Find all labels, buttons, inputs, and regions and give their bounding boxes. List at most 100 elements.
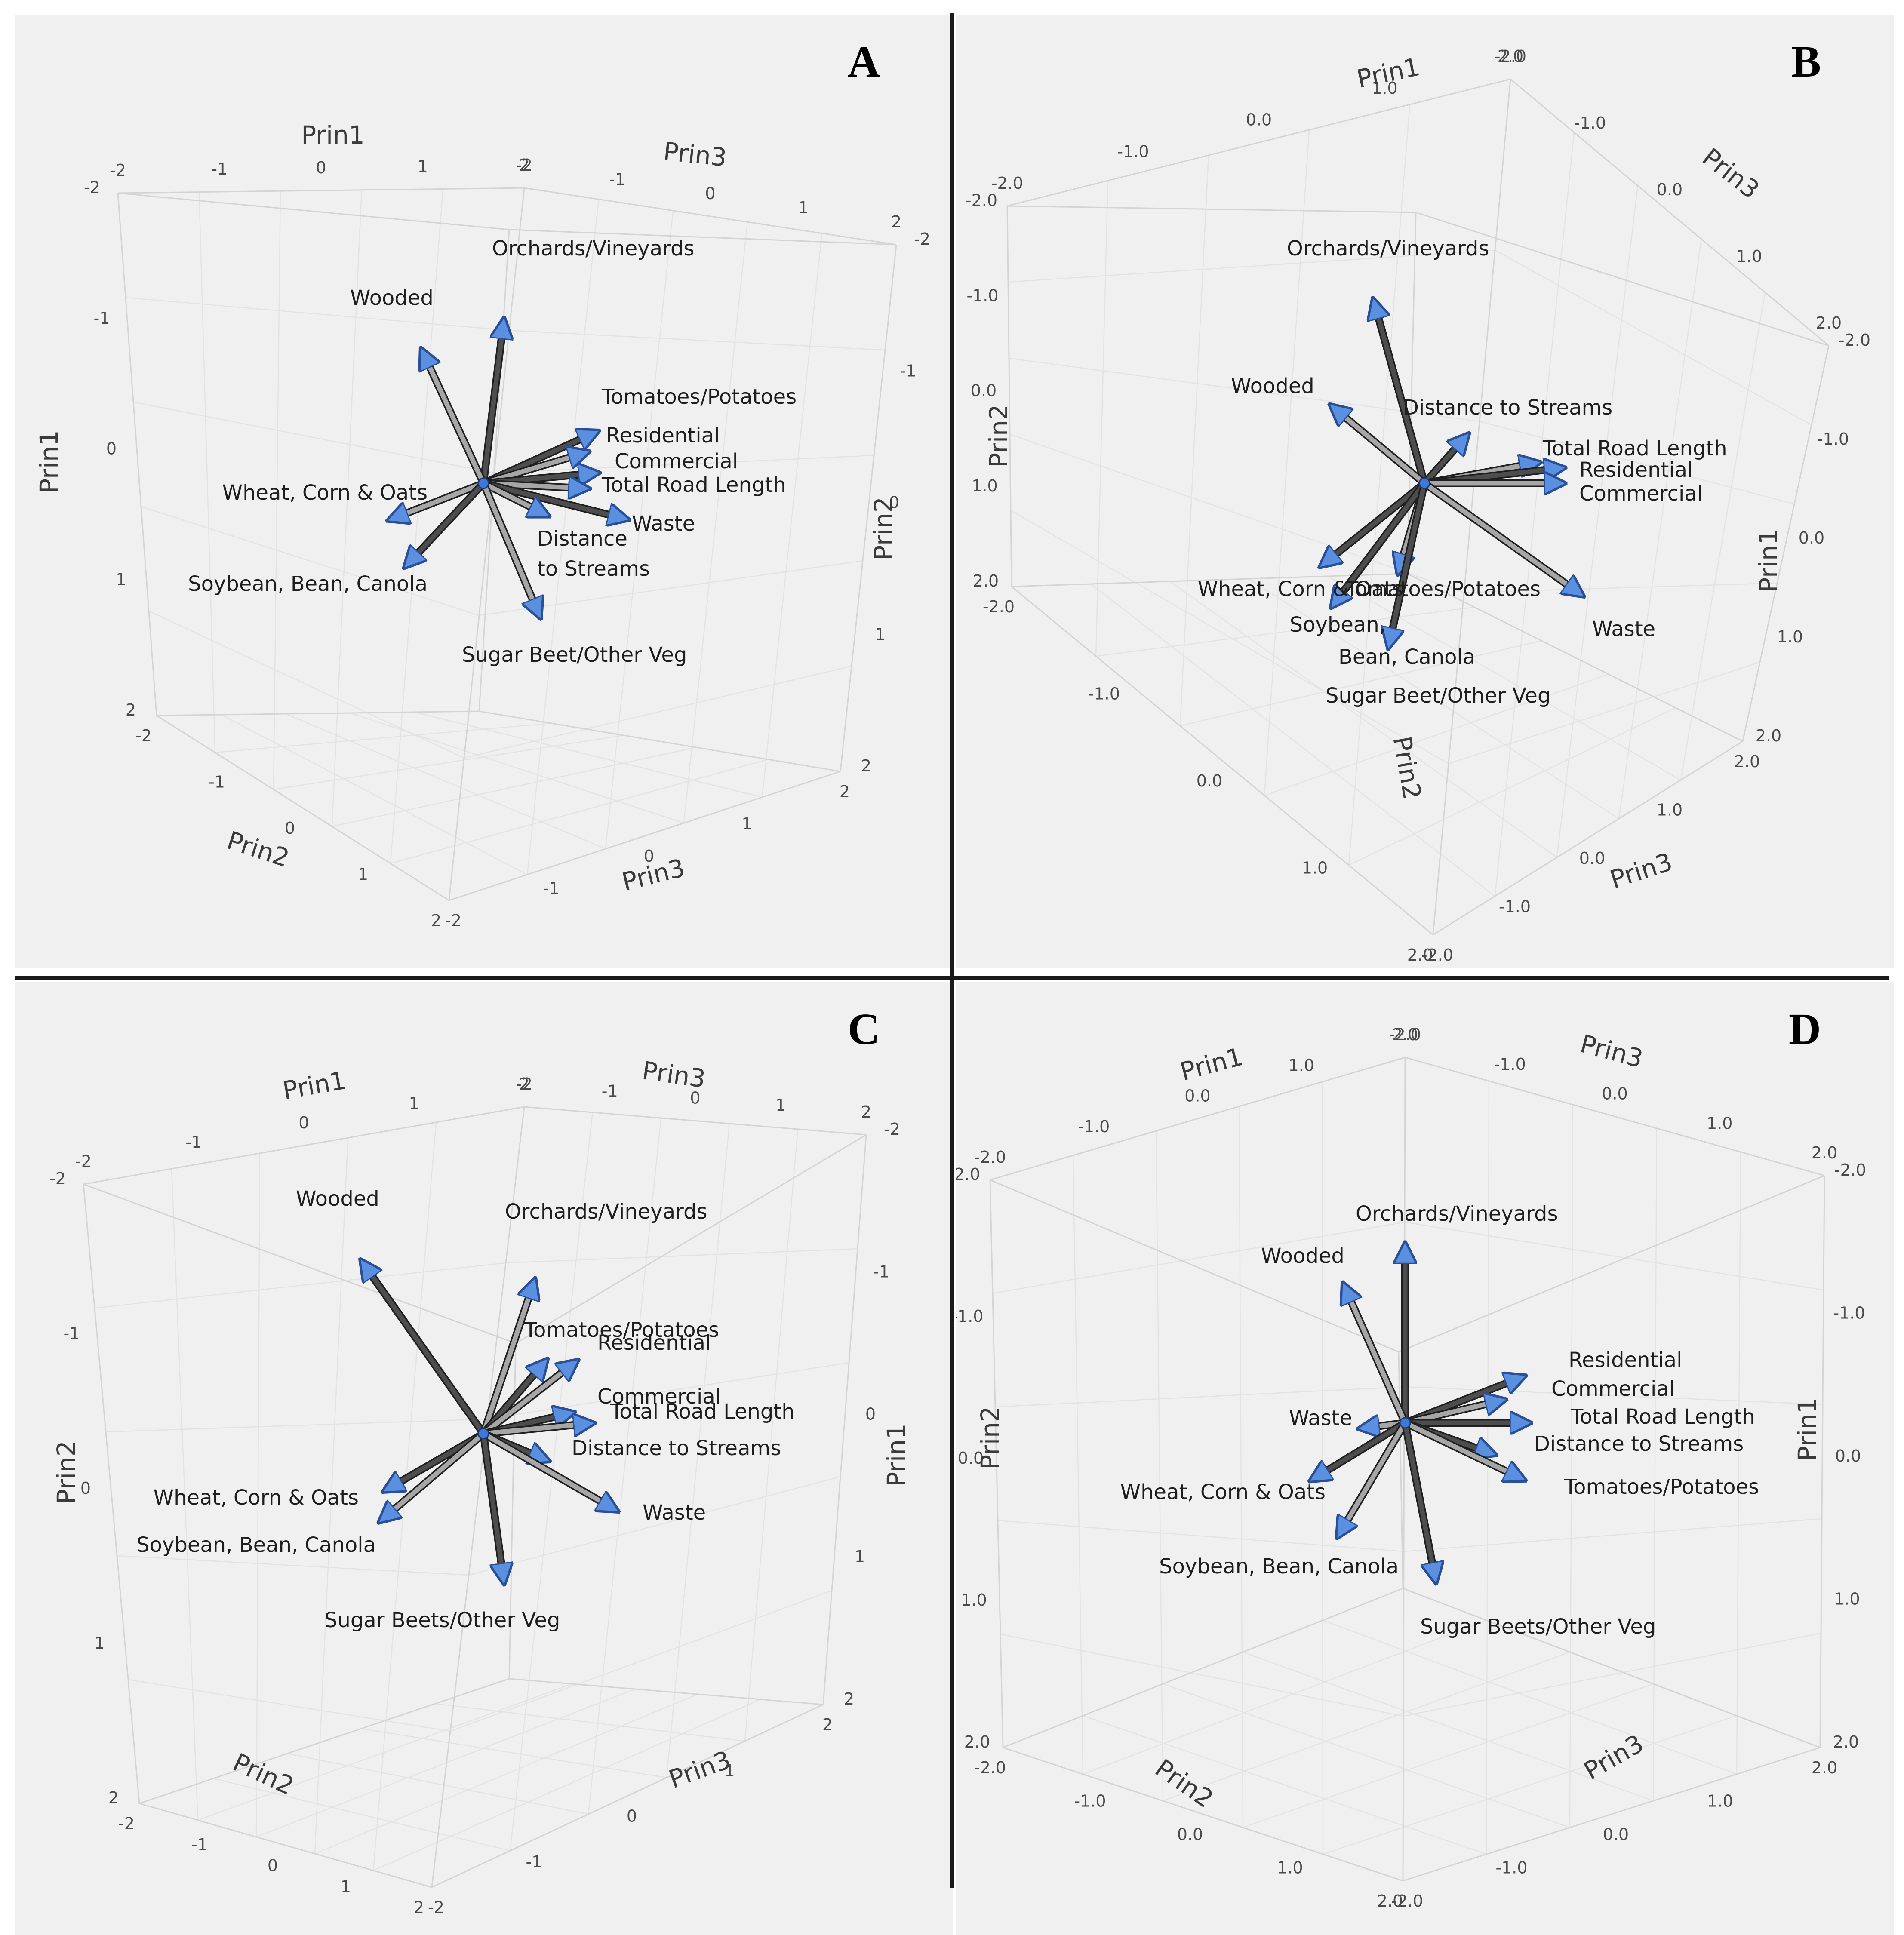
tick-label: -1 [900, 361, 917, 380]
tick-label: -2.0 [956, 1165, 980, 1184]
cube-edge [117, 193, 157, 716]
grid-line [314, 1693, 698, 1855]
grid-line [464, 665, 852, 759]
grid-line [450, 1590, 832, 1732]
axis-title: Prin1 [882, 1423, 911, 1487]
origin-point [1418, 477, 1430, 489]
grid-line [1155, 1130, 1164, 1801]
vector-label: Sugar Beet/Other Veg [1326, 684, 1550, 708]
vector-label: Residential [1579, 458, 1693, 482]
loading-vector [384, 1431, 485, 1518]
tick-label: -1.0 [966, 286, 998, 305]
vector-label: Commercial [1579, 482, 1703, 506]
tick-label: 1 [409, 1094, 419, 1113]
axis-title: Prin1 [1793, 1398, 1822, 1461]
tick-label: 2.0 [1407, 946, 1433, 964]
tick-label: 1.0 [972, 476, 997, 495]
vector-label: Distance to Streams [1403, 396, 1612, 420]
loading-vector [482, 1431, 612, 1508]
cube-edge [1402, 1057, 1406, 1881]
tick-label: 1.0 [1707, 1792, 1733, 1811]
tick-label: -1.0 [1499, 897, 1531, 916]
tick-label: -1.0 [1574, 114, 1606, 132]
axis-title: Prin1 [301, 120, 365, 150]
panel-c: -2 -1 0 1 2 -2 -1 0 1 2 -2 -1 0 1 2 -2 -1 0 1 2 -2 -1 0 1 2 -2 -1 0… [15, 982, 953, 1935]
panel-letter: A [847, 37, 880, 86]
grid-line [1495, 249, 1812, 426]
grid-line [373, 1698, 761, 1871]
grid-line [1010, 510, 1449, 765]
cube-edge [1011, 586, 1433, 936]
grid-line [1323, 1619, 1737, 1775]
tick-label: 1 [741, 814, 752, 833]
loading-vector [394, 481, 484, 518]
tick-label: -2 [75, 1152, 92, 1171]
loading-vector [409, 482, 486, 562]
tick-label: 2.0 [1816, 313, 1842, 332]
grid-line [468, 1476, 841, 1576]
vector-label: Wooded [350, 286, 434, 310]
grid-line [133, 401, 495, 474]
loading-vector [1316, 1421, 1406, 1477]
vector-label: Waste [1289, 1406, 1352, 1430]
tick-label: 1.0 [961, 1591, 987, 1609]
cube-edge [1405, 1057, 1825, 1176]
tick-label: 1.0 [1289, 1056, 1314, 1075]
tick-label: -2.0 [974, 1758, 1006, 1777]
vector-label: Sugar Beets/Other Veg [324, 1608, 560, 1632]
vector-label: Wheat, Corn & Oats [222, 481, 428, 505]
grid-line [1618, 239, 1702, 819]
grid-line [588, 1118, 662, 1815]
loading-vector [424, 355, 486, 485]
grid-line [1264, 673, 1609, 796]
vector-label: Waste [643, 1501, 706, 1525]
panel-letter: D [1788, 1004, 1821, 1054]
grid-line [995, 1386, 1405, 1408]
cube-edge [431, 1106, 525, 1888]
tick-label: -2 [516, 1075, 532, 1093]
vector-label: Wheat, Corn & Oats [154, 1486, 359, 1510]
tick-label: -1 [185, 1133, 202, 1152]
axis-title: Prin3 [662, 137, 728, 172]
grid-line [1652, 1128, 1658, 1801]
loading-vector [1423, 481, 1578, 592]
tick-label: 1 [724, 1761, 735, 1780]
grid-line [1448, 661, 1760, 765]
tick-label: 0 [316, 158, 326, 177]
vector-label: Waste [1592, 617, 1655, 641]
grid-line [213, 1778, 511, 1852]
loading-vector [482, 481, 543, 513]
axis-title: Prin3 [1577, 1029, 1646, 1074]
cube-edge [1415, 212, 1829, 347]
cube-edge [990, 1179, 1399, 1353]
tick-label: 2.0 [1734, 752, 1760, 771]
tick-label: 2.0 [1756, 726, 1781, 745]
tick-label: 2.0 [1498, 47, 1523, 66]
tick-label: -2 [516, 156, 532, 175]
tick-label: 2 [519, 156, 529, 175]
tick-label: 0 [865, 1405, 876, 1424]
cube-edge [524, 1106, 867, 1136]
vector-label: Waste [632, 512, 695, 536]
vector-label: Total Road Length [610, 1400, 795, 1424]
tick-label: 2 [108, 1788, 119, 1807]
tick-label: 2.0 [964, 1732, 990, 1751]
grid-line [331, 190, 363, 827]
grid-line [128, 1679, 451, 1732]
grid-line [761, 233, 823, 798]
vector-label: Wooded [1261, 1244, 1344, 1268]
grid-line [1243, 1683, 1654, 1828]
cube-edge [1403, 1588, 1821, 1748]
grid-line [1180, 640, 1542, 727]
cube-edge [83, 1106, 525, 1185]
tick-label: 0.0 [1603, 1825, 1629, 1844]
vector-label: Residential [606, 424, 720, 448]
grid-line [332, 746, 696, 827]
grid-line [1249, 578, 1619, 820]
axis-title: Prin2 [1150, 1753, 1219, 1813]
grid-line [1328, 575, 1681, 781]
grid-line [1090, 584, 1495, 897]
tick-label: 2 [126, 700, 136, 719]
vector-label: Commercial [597, 1385, 721, 1409]
